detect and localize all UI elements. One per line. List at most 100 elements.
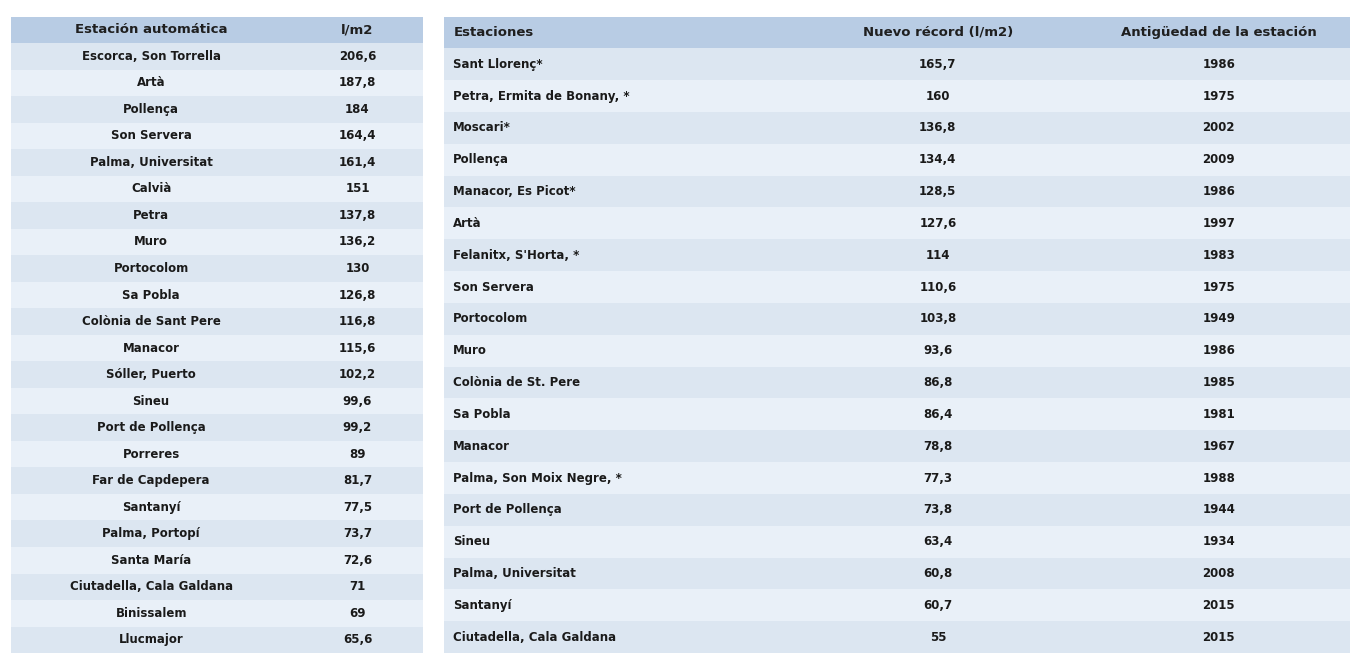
Bar [291,17,423,43]
Text: Artà: Artà [137,76,165,89]
Bar [11,494,291,520]
Text: 136,2: 136,2 [338,235,376,249]
Text: Binissalem: Binissalem [115,607,187,620]
Text: Santanyí: Santanyí [453,599,511,612]
Bar [444,462,789,494]
Bar [1088,17,1350,48]
Text: 102,2: 102,2 [338,368,376,381]
Text: Portocolom: Portocolom [114,262,189,275]
Bar [11,43,291,69]
Text: 114: 114 [925,249,950,262]
Text: Llucmajor: Llucmajor [119,633,184,646]
Bar [11,547,291,574]
Text: Sóller, Puerto: Sóller, Puerto [107,368,196,381]
Text: 78,8: 78,8 [923,440,953,453]
Bar [11,69,291,96]
Text: 136,8: 136,8 [919,122,957,134]
Bar [789,271,1088,303]
Bar [11,388,291,414]
Bar [444,367,789,399]
Bar [789,367,1088,399]
Text: 93,6: 93,6 [923,344,953,357]
Bar [789,399,1088,430]
Text: 1983: 1983 [1203,249,1235,262]
Bar [1088,271,1350,303]
Bar [444,399,789,430]
Bar [444,271,789,303]
Text: 165,7: 165,7 [919,58,957,71]
Bar [444,590,789,621]
Text: 2015: 2015 [1203,599,1235,612]
Bar [444,80,789,112]
Text: Port de Pollença: Port de Pollença [453,503,561,516]
Text: Son Servera: Son Servera [111,130,192,142]
Text: Escorca, Son Torrella: Escorca, Son Torrella [81,50,221,63]
Bar [1088,112,1350,144]
Text: 110,6: 110,6 [919,280,957,293]
Bar [789,590,1088,621]
Bar [1088,558,1350,590]
Text: 115,6: 115,6 [338,342,376,354]
Text: Porreres: Porreres [123,447,180,461]
Text: l/m2: l/m2 [341,23,373,36]
Bar [1088,335,1350,367]
Bar [11,414,291,441]
Bar [291,388,423,414]
Bar [789,48,1088,80]
Text: Manacor: Manacor [453,440,510,453]
Text: Santanyí: Santanyí [122,500,180,514]
Text: Muro: Muro [134,235,168,249]
Bar [1088,494,1350,525]
Bar [444,208,789,239]
Bar [291,308,423,334]
Bar [789,80,1088,112]
Text: 187,8: 187,8 [338,76,376,89]
Text: Estaciones: Estaciones [453,26,533,39]
Bar [789,430,1088,462]
Text: 81,7: 81,7 [342,474,372,487]
Text: 55: 55 [930,631,946,644]
Text: 2009: 2009 [1203,153,1235,167]
Text: 1997: 1997 [1203,217,1235,230]
Bar [1088,525,1350,558]
Bar [11,229,291,255]
Bar [291,414,423,441]
Bar [444,494,789,525]
Text: Sineu: Sineu [453,535,490,548]
Bar [291,43,423,69]
Bar [11,467,291,494]
Text: 126,8: 126,8 [338,288,376,301]
Text: 164,4: 164,4 [338,130,376,142]
Bar [1088,399,1350,430]
Text: Artà: Artà [453,217,482,230]
Text: 2002: 2002 [1203,122,1235,134]
Text: Port de Pollença: Port de Pollença [97,421,206,434]
Bar [11,627,291,653]
Text: 2008: 2008 [1203,567,1235,580]
Bar [291,494,423,520]
Bar [291,547,423,574]
Text: 71: 71 [349,580,365,594]
Text: 99,6: 99,6 [342,395,372,408]
Text: 72,6: 72,6 [342,554,372,566]
Bar [291,362,423,388]
Bar [1088,303,1350,335]
Text: 206,6: 206,6 [338,50,376,63]
Text: 128,5: 128,5 [919,185,957,198]
Bar [789,239,1088,271]
Text: 86,8: 86,8 [923,376,953,389]
Bar [291,69,423,96]
Bar [444,430,789,462]
Text: 127,6: 127,6 [919,217,957,230]
Bar [789,176,1088,208]
Bar [291,202,423,229]
Text: Son Servera: Son Servera [453,280,534,293]
Bar [11,176,291,202]
Bar [11,574,291,600]
Bar [1088,462,1350,494]
Text: 116,8: 116,8 [338,315,376,328]
Text: Nuevo récord (l/m2): Nuevo récord (l/m2) [863,26,1013,39]
Text: Muro: Muro [453,344,487,357]
Text: Pollença: Pollença [123,103,179,116]
Bar [11,17,291,43]
